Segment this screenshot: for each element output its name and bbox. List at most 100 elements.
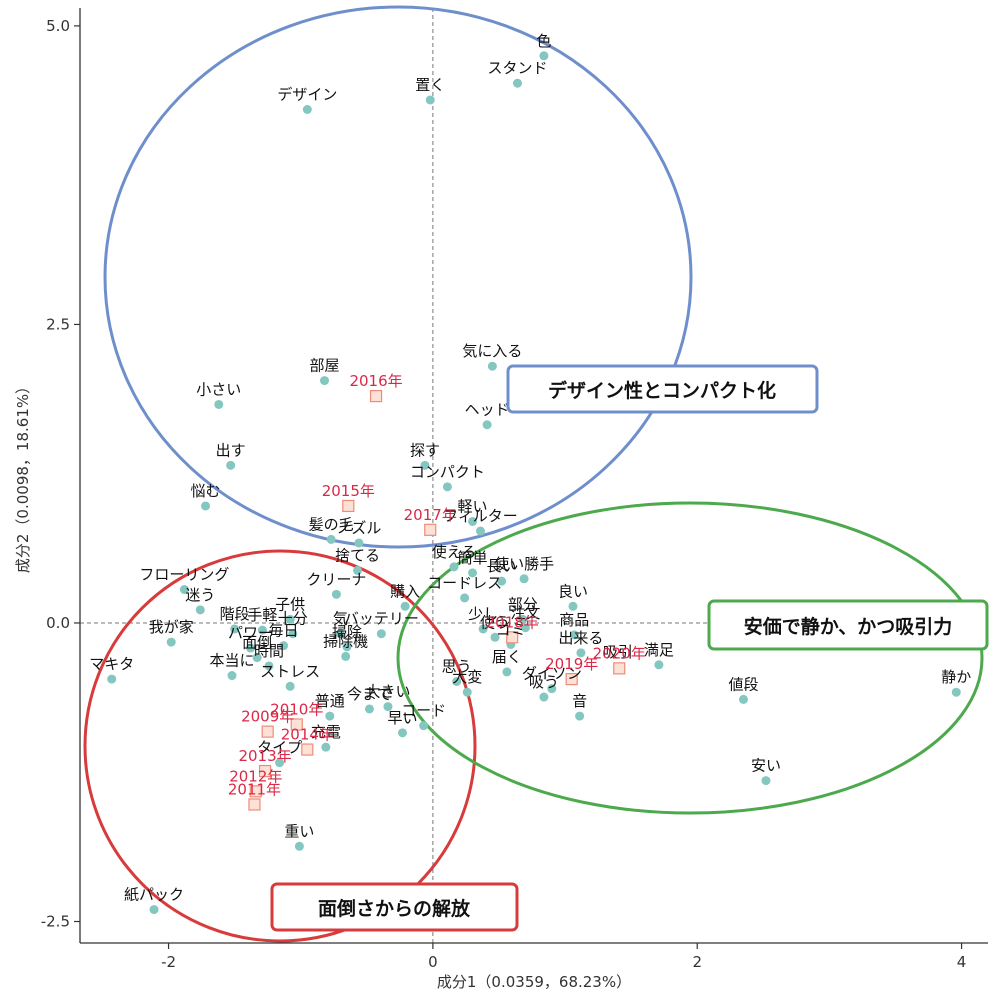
y-tick-label: 2.5 (46, 315, 70, 333)
word-label: 悩む (191, 482, 221, 500)
word-label: 掃除 (332, 623, 362, 641)
cluster-label-green-box (707, 599, 989, 651)
word-label: 注文 (510, 604, 540, 622)
word-point (201, 501, 211, 511)
year-label: 2015年 (322, 482, 375, 500)
word-point (478, 624, 488, 634)
word-label: 満足 (644, 641, 674, 659)
cluster-label-blue-text: デザイン性とコンパクト化 (548, 379, 776, 402)
word-label: 重い (284, 822, 314, 840)
word-point (518, 614, 528, 624)
word-point (285, 681, 295, 691)
word-point (279, 641, 289, 651)
word-label: 長い (487, 557, 517, 575)
x-tick-label: 0 (428, 953, 438, 971)
word-point (331, 589, 341, 599)
word-point (568, 601, 578, 611)
word-label: 値段 (728, 675, 758, 693)
cluster-ellipses (83, 5, 984, 943)
reference-lines (80, 8, 988, 943)
year-label: 2011年 (228, 780, 281, 798)
word-label: スタンド (487, 59, 547, 77)
word-label: 時間 (254, 642, 284, 660)
year-label: 2017年 (404, 506, 457, 524)
word-label: 安い (751, 757, 781, 775)
year-label: 2019年 (545, 655, 598, 673)
year-marker (613, 662, 626, 675)
year-marker (248, 798, 261, 811)
y-tick-label: 0.0 (46, 614, 70, 632)
word-label: 静か (941, 668, 971, 686)
word-label: フローリング (139, 566, 229, 584)
word-label: 吸引 (603, 643, 633, 661)
year-marker (565, 672, 578, 686)
word-point (502, 667, 512, 677)
word-label: 大変 (452, 668, 482, 686)
year-marker (342, 499, 355, 513)
word-label: 紙パック (124, 886, 184, 904)
word-point (519, 574, 529, 584)
word-point (419, 721, 429, 731)
word-point (353, 565, 363, 575)
word-point (539, 51, 549, 61)
word-point (302, 105, 312, 115)
word-label: 使い勝手 (494, 555, 554, 573)
word-label: 使える (432, 543, 477, 561)
word-point (288, 629, 298, 639)
word-label: 良い (558, 582, 588, 600)
word-point (442, 482, 452, 492)
year-marker (261, 725, 274, 738)
word-point (341, 651, 351, 661)
word-point (654, 660, 664, 670)
word-label: パワー (228, 624, 273, 642)
cluster-label-red-text: 面倒さからの解放 (318, 897, 471, 920)
word-point (400, 601, 410, 611)
word-label: コンパクト (410, 463, 485, 481)
word-label: 階段 (220, 605, 250, 623)
word-point (376, 629, 386, 639)
word-point (575, 711, 585, 721)
word-label: ゴミ (496, 620, 526, 638)
word-label: 購入 (390, 582, 420, 600)
word-label: コード (401, 702, 446, 720)
word-point (497, 576, 507, 586)
word-label: 探す (410, 441, 440, 459)
year-label: 2012年 (229, 767, 282, 785)
cluster-label-green-text: 安価で静か、かつ吸引力 (744, 615, 953, 638)
word-point (257, 625, 267, 635)
word-label: 子供 (275, 595, 305, 613)
word-label: ヘッド (465, 401, 510, 419)
word-point (547, 684, 557, 694)
word-point (275, 758, 285, 768)
cluster-label-blue-box (506, 364, 819, 414)
word-label: 思う (442, 657, 472, 675)
word-point (520, 623, 530, 633)
word-label: 毎日 (269, 622, 299, 640)
word-point (475, 526, 485, 536)
word-label: 気に入る (462, 342, 522, 360)
data-points (107, 51, 961, 915)
word-label: 部分 (508, 595, 538, 613)
cluster-label-blue: デザイン性とコンパクト化 (506, 364, 819, 414)
word-label: 届く (492, 648, 522, 666)
word-point (321, 742, 331, 752)
x-tick-label: 4 (957, 953, 967, 971)
word-label: バッテリー (344, 610, 419, 628)
word-label: 出来る (558, 629, 603, 647)
word-point (460, 593, 470, 603)
word-label: 小さい (196, 380, 241, 398)
word-point (482, 420, 492, 430)
word-point (490, 632, 500, 642)
word-label: 置く (415, 76, 445, 94)
word-point (294, 841, 304, 851)
axes (79, 8, 988, 944)
word-label: 捨てる (335, 546, 380, 564)
word-point (245, 643, 255, 653)
word-point (354, 538, 364, 548)
word-point (512, 78, 522, 88)
word-label: デザイン (277, 86, 337, 104)
word-label: 充電 (311, 723, 341, 741)
word-point (452, 676, 462, 686)
